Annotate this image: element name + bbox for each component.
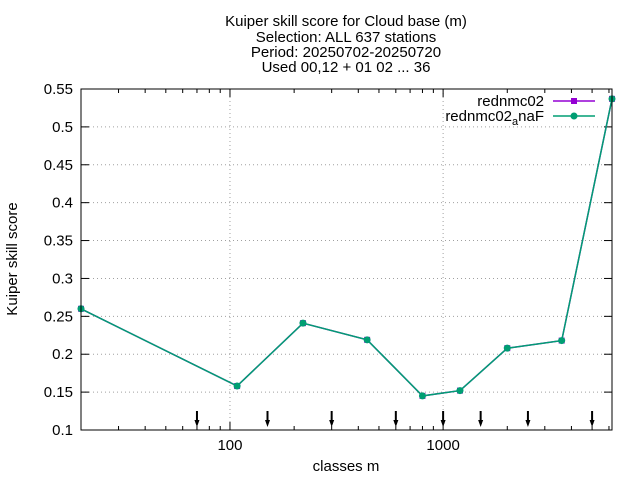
y-tick-label: 0.15 [44,384,73,401]
series-2-point [503,344,511,352]
series-line-2 [80,98,613,397]
y-tick-label: 0.4 [52,195,73,212]
series-2-point [363,336,371,344]
legend-label-2: rednmc02anaF [445,108,544,128]
chart-title: Kuiper skill score for Cloud base (m) Se… [225,13,467,76]
x-tick-label: 100 [217,437,242,454]
x-axis: 100 1000 [80,89,610,454]
series-2-point [418,392,426,400]
series-2-point [299,319,307,327]
title-line-4: Used 00,12 + 01 02 ... 36 [262,59,431,76]
x-tick-label: 1000 [426,437,459,454]
threshold-arrowhead [194,420,200,427]
series-line-1 [80,98,613,397]
threshold-arrowhead [440,420,446,427]
legend: rednmc02 rednmc02anaF [445,93,595,128]
y-tick-label: 0.45 [44,157,73,174]
legend-marker-2 [570,112,578,120]
y-axis-label: Kuiper skill score [4,202,21,315]
threshold-arrowhead [329,420,335,427]
threshold-arrows [194,411,595,427]
y-axis: 0.1 0.15 0.2 0.25 0.3 0.35 0.4 0.45 0.5 0.55 [44,81,612,439]
threshold-arrowhead [393,420,399,427]
series-2-point [456,387,464,395]
y-tick-label: 0.55 [44,81,73,98]
y-tick-label: 0.5 [52,119,73,136]
y-tick-label: 0.2 [52,346,73,363]
series-2-point [558,337,566,345]
legend-marker-1 [571,98,577,104]
legend-label-1: rednmc02 [477,93,544,110]
grid [81,89,612,430]
y-tick-label: 0.1 [52,422,73,439]
title-line-3: Period: 20250702-20250720 [251,44,441,61]
series-2-point [233,382,241,390]
plot-frame [80,88,613,431]
title-line-1: Kuiper skill score for Cloud base (m) [225,13,467,30]
threshold-arrowhead [265,420,271,427]
threshold-arrowhead [589,420,595,427]
series-lines [77,95,616,400]
threshold-arrowhead [525,420,531,427]
y-tick-label: 0.3 [52,270,73,287]
title-line-2: Selection: ALL 637 stations [256,29,436,46]
y-tick-label: 0.25 [44,308,73,325]
threshold-arrowhead [478,420,484,427]
x-axis-label: classes m [313,458,380,475]
y-tick-label: 0.35 [44,233,73,250]
